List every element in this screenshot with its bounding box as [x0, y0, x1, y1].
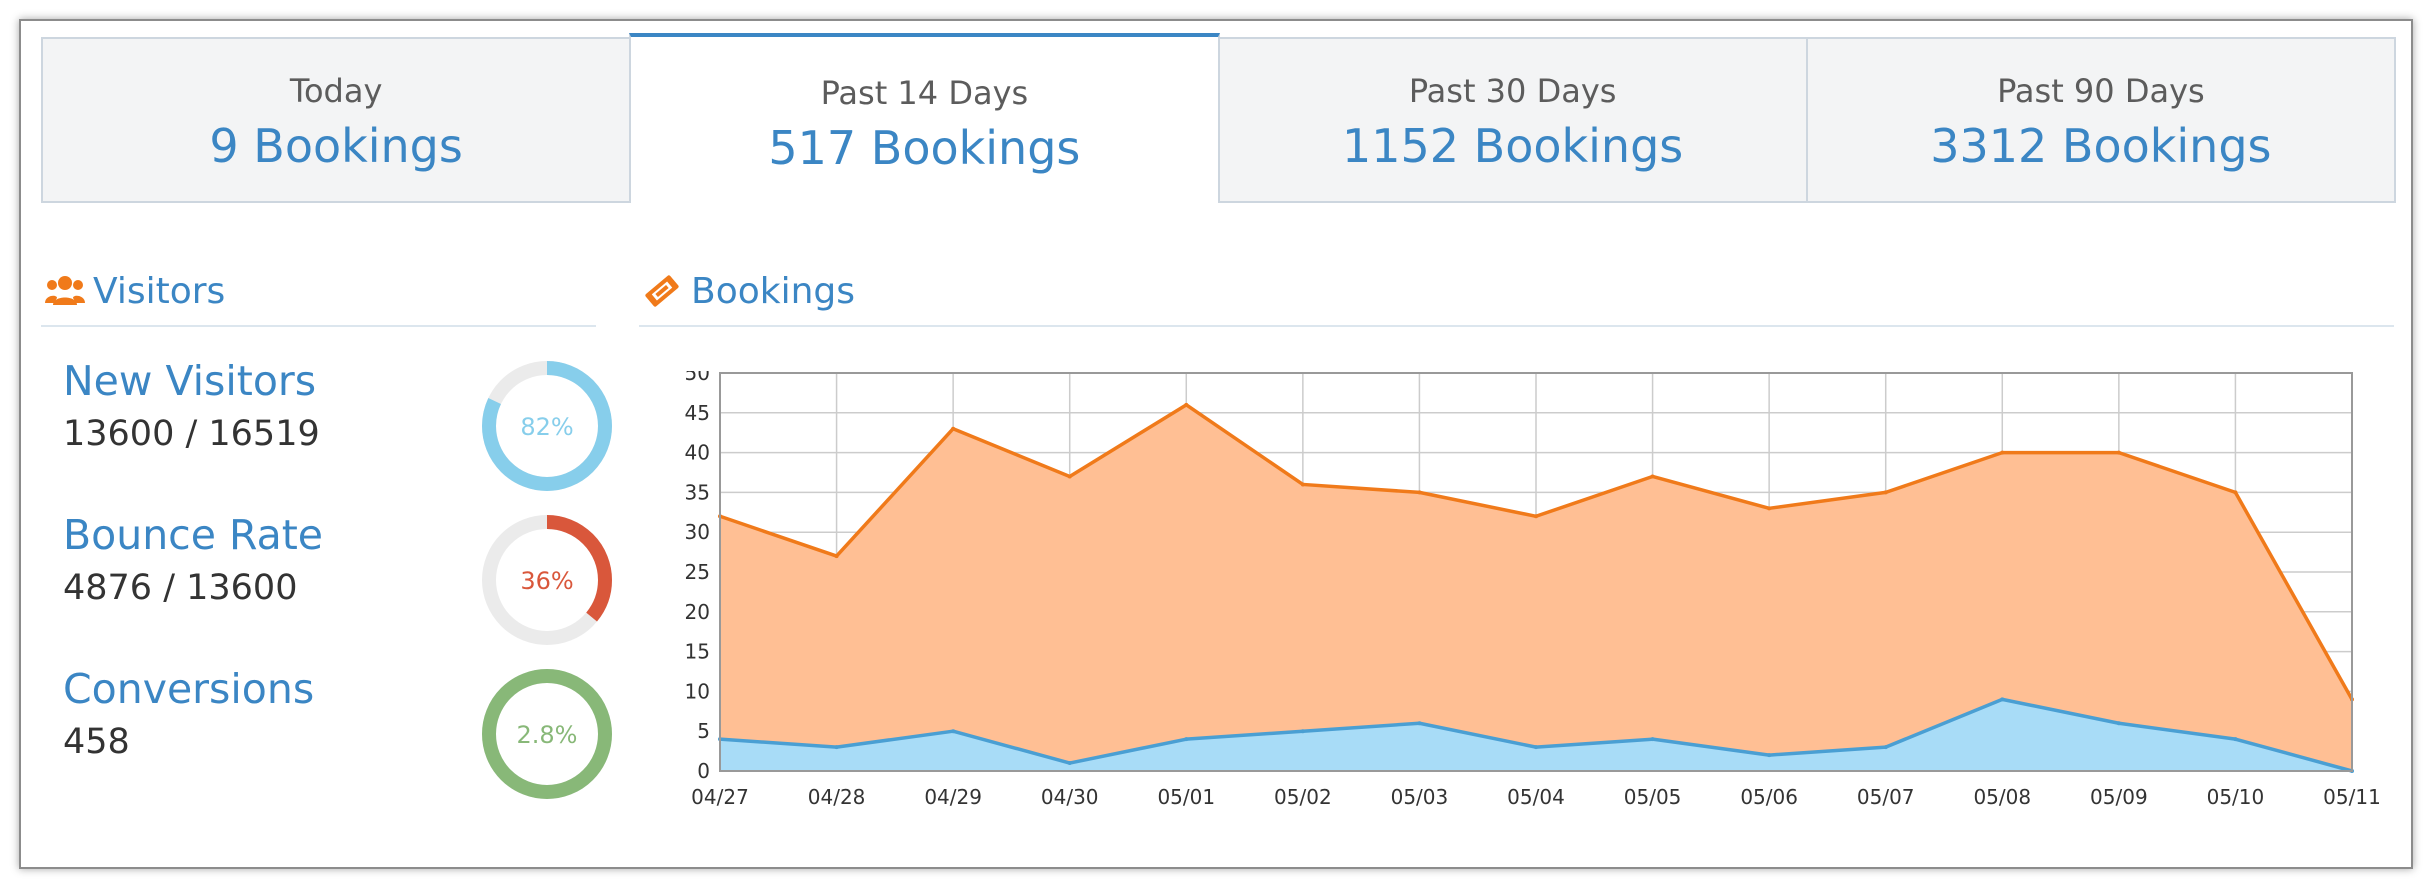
tab-label: Past 30 Days	[1408, 72, 1617, 110]
stat-new-visitors: New Visitors 13600 / 16519 82%	[63, 356, 612, 496]
series-1-point	[1767, 753, 1772, 758]
stat-title: New Visitors	[63, 357, 317, 405]
stat-value: 4876 / 13600	[63, 568, 298, 608]
series-0-area	[720, 404, 2352, 771]
y-tick-label: 5	[697, 719, 710, 743]
x-tick-label: 04/27	[691, 785, 749, 809]
stat-title: Bounce Rate	[63, 511, 323, 559]
y-tick-label: 35	[685, 480, 710, 504]
series-0-point	[951, 426, 956, 431]
x-tick-label: 05/10	[2207, 785, 2265, 809]
donut-progress	[482, 515, 612, 645]
series-1-point	[1883, 745, 1888, 750]
new-visitors-donut: 82%	[482, 361, 612, 491]
x-tick-label: 05/01	[1157, 785, 1215, 809]
bookings-chart: 0 5 10 15 20 25 30 35 40 45 50 04/27 04/28 04/29 04/30…	[685, 371, 2381, 809]
series-1-area	[720, 699, 2352, 771]
tab-bookings-count: 517 Bookings	[768, 121, 1081, 175]
bookings-header: Bookings	[643, 266, 855, 316]
series-0-point	[1067, 474, 1072, 479]
bounce-rate-donut: 36%	[482, 515, 612, 645]
visitors-title: Visitors	[93, 270, 226, 312]
series-1-point	[2116, 721, 2121, 726]
x-tick-label: 05/11	[2323, 785, 2381, 809]
tab-label: Past 14 Days	[820, 74, 1029, 112]
series-0-point	[834, 554, 839, 559]
series-0-point	[2000, 450, 2005, 455]
series-0-point	[2233, 490, 2238, 495]
series-0-point	[1417, 490, 1422, 495]
x-tick-label: 05/03	[1391, 785, 1449, 809]
visitors-header: Visitors	[45, 266, 225, 316]
stat-value: 458	[63, 722, 130, 762]
tab-past-30-days[interactable]: Past 30 Days 1152 Bookings	[1217, 37, 1808, 203]
y-tick-label: 45	[685, 401, 710, 425]
tab-label: Today	[289, 72, 383, 110]
x-tick-label: 04/30	[1041, 785, 1099, 809]
series-0-point	[1534, 514, 1538, 519]
tab-today[interactable]: Today 9 Bookings	[41, 37, 632, 203]
series-1-point	[2233, 737, 2238, 742]
tab-past-14-days[interactable]: Past 14 Days 517 Bookings	[629, 33, 1220, 203]
series-0-point	[1767, 506, 1772, 511]
donut-percent-label: 36%	[520, 567, 573, 595]
series-0-point	[1184, 402, 1189, 407]
bookings-title: Bookings	[691, 270, 856, 312]
period-tabs: Today 9 Bookings Past 14 Days 517 Bookin…	[41, 33, 2396, 203]
bookings-divider	[639, 325, 2394, 327]
tab-past-90-days[interactable]: Past 90 Days 3312 Bookings	[1805, 37, 2396, 203]
y-tick-label: 25	[685, 560, 710, 584]
series-0-point	[1300, 482, 1305, 487]
x-tick-label: 04/28	[808, 785, 866, 809]
series-1-point	[2000, 697, 2005, 702]
y-tick-label: 30	[685, 520, 710, 544]
series-1-point	[1417, 721, 1422, 726]
series-1-point	[834, 745, 839, 750]
plot-frame	[719, 372, 2353, 772]
y-tick-label: 40	[685, 441, 710, 465]
conversions-donut: 2.8%	[482, 669, 612, 799]
donut-percent-label: 2.8%	[517, 721, 578, 749]
series-1-point	[1184, 737, 1189, 742]
series-0-point	[1650, 474, 1655, 479]
x-tick-label: 05/05	[1624, 785, 1682, 809]
series-1-point	[1650, 737, 1655, 742]
tab-bookings-count: 3312 Bookings	[1930, 119, 2272, 173]
stat-bounce-rate: Bounce Rate 4876 / 13600 36%	[63, 510, 612, 650]
series-1-point	[1300, 729, 1305, 734]
stat-conversions: Conversions 458 2.8%	[63, 664, 612, 804]
donut-progress	[482, 669, 612, 799]
stat-title: Conversions	[63, 665, 315, 713]
x-tick-label: 05/04	[1507, 785, 1565, 809]
tab-bookings-count: 1152 Bookings	[1341, 119, 1684, 173]
ticket-icon	[645, 275, 679, 307]
y-tick-label: 20	[685, 600, 710, 624]
tab-bookings-count: 9 Bookings	[209, 119, 463, 173]
donut-progress	[482, 361, 612, 491]
y-tick-label: 15	[685, 640, 710, 664]
stat-value: 13600 / 16519	[63, 414, 320, 454]
x-tick-label: 05/08	[1973, 785, 2031, 809]
y-tick-label: 10	[685, 679, 710, 703]
dashboard-panel: Today 9 Bookings Past 14 Days 517 Bookin…	[19, 19, 2413, 869]
x-tick-label: 05/09	[2090, 785, 2148, 809]
tab-label: Past 90 Days	[1997, 72, 2205, 110]
y-tick-label: 0	[697, 759, 710, 783]
series-1-point	[951, 729, 956, 734]
series-1-point	[1067, 761, 1072, 766]
x-tick-label: 04/29	[924, 785, 982, 809]
x-tick-label: 05/02	[1274, 785, 1332, 809]
users-icon	[45, 276, 85, 305]
x-tick-label: 05/06	[1740, 785, 1798, 809]
y-tick-label: 50	[685, 371, 710, 385]
series-0-point	[1883, 490, 1888, 495]
donut-percent-label: 82%	[520, 413, 573, 441]
series-1-point	[1534, 745, 1538, 750]
visitors-divider	[41, 325, 596, 327]
x-tick-label: 05/07	[1857, 785, 1915, 809]
series-0-point	[2116, 450, 2121, 455]
